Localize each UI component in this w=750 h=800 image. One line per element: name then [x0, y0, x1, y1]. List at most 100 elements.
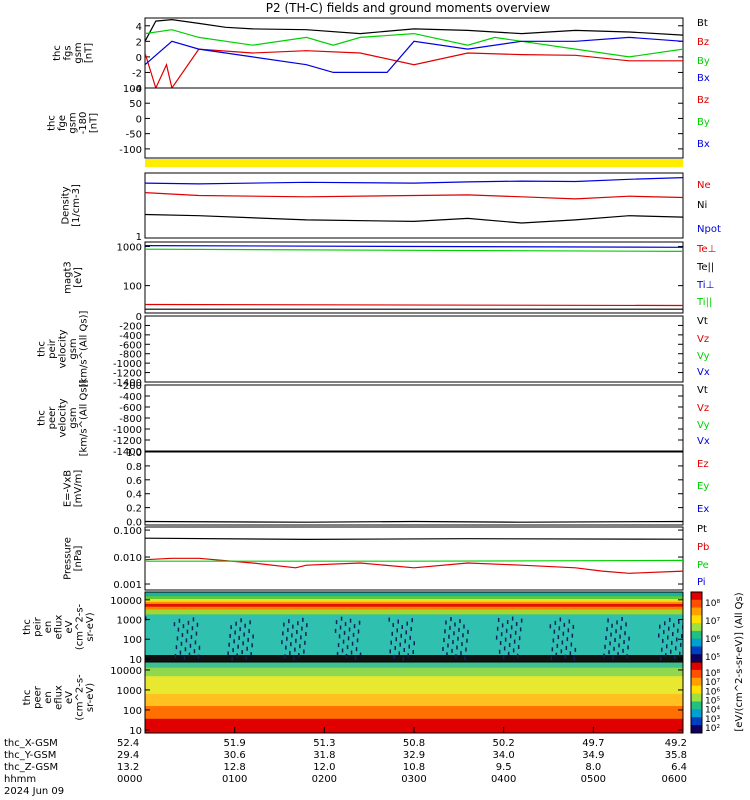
ytick-label: -600: [119, 340, 142, 351]
panel-frame-efield: [144, 451, 684, 526]
heatmap-speckle: [514, 630, 517, 635]
heatmap-speckle: [562, 631, 565, 636]
heatmap-speckle: [341, 648, 344, 653]
heatmap-speckle: [195, 631, 198, 636]
heatmap-speckle: [198, 645, 201, 650]
ylabel-line: Pressure: [62, 537, 73, 580]
xaxis-value: 6.4: [671, 762, 687, 773]
legend-fgs-2: By: [697, 56, 710, 67]
ytick-label: 2: [136, 37, 142, 48]
heatmap-speckle: [389, 649, 391, 654]
heatmap-speckle: [553, 629, 556, 634]
panel-frame-temp: [144, 241, 684, 314]
heatmap-speckle: [619, 634, 621, 639]
panel-peer_spec: 10000 1000 100 10 thc peer en eflux eV (cm^2-s-sr…: [22, 661, 684, 737]
series-group-density: [145, 177, 683, 224]
heatmap-speckle: [446, 652, 448, 657]
heatmap-speckle: [557, 635, 560, 640]
heatmap-peir_spec: [145, 592, 684, 663]
heatmap-speckle: [447, 643, 449, 648]
xaxis-value: 8.0: [585, 762, 601, 773]
heatmap-speckle: [669, 617, 671, 622]
colorbar-cell: [691, 669, 702, 679]
heatmap-speckle: [337, 643, 340, 648]
heatmap-speckle: [231, 656, 233, 661]
heatmap-speckle: [515, 622, 518, 626]
heatmap-speckle: [410, 627, 412, 631]
legend-peer_vel-2: Vy: [697, 420, 710, 431]
heatmap-speckle: [456, 645, 458, 650]
xaxis-value: 51.3: [313, 738, 335, 749]
ylabel-line: peir: [33, 616, 44, 636]
heatmap-speckle: [250, 652, 252, 657]
heatmap-speckle: [197, 654, 200, 659]
heatmap-speckle: [396, 628, 398, 633]
heatmap-speckle: [348, 627, 351, 632]
ytick-label: 1000: [117, 242, 142, 253]
heatmap-speckle: [282, 631, 284, 636]
heatmap-speckle: [569, 651, 572, 656]
legend-fge-2: Bx: [697, 139, 710, 150]
ylabel-line: peir: [47, 338, 58, 358]
series-line-Bx: [145, 36, 683, 74]
heatmap-speckle: [497, 618, 500, 622]
ylabel-line: [km/s^(All Qs)]: [79, 380, 90, 457]
heatmap-speckle: [336, 651, 339, 656]
heatmap-speckle: [284, 654, 286, 659]
heatmap-speckle: [464, 656, 466, 661]
heatmap-speckle: [605, 636, 607, 640]
panel-frame-peir_vel: [144, 315, 684, 383]
heatmap-speckle: [458, 627, 460, 632]
ylabel-line: [mV/m]: [73, 470, 84, 508]
heatmap-speckle: [509, 634, 512, 639]
xaxis-row-label: hhmm: [4, 774, 36, 785]
heatmap-speckle: [573, 656, 576, 661]
heatmap-speckle: [499, 641, 502, 645]
heatmap-speckle: [513, 639, 516, 644]
heatmap-peer_spec: [145, 662, 683, 734]
heatmap-speckle: [240, 618, 242, 623]
yellow-strip: [145, 159, 683, 167]
heatmap-speckle: [496, 626, 499, 631]
legend-density-1: Ni: [697, 200, 707, 211]
heatmap-speckle: [610, 632, 612, 637]
heatmap-speckle: [554, 620, 557, 625]
colorbar-cell: [691, 646, 702, 655]
ytick-label: -200: [119, 381, 142, 392]
panel-efield: 1.0 0.8 0.6 0.4 0.2 0.0 E=-VxB [mV/m] Ez Ey Ex: [62, 448, 709, 529]
heatmap-speckle: [661, 647, 663, 652]
colorbar-tick: 10⁸: [705, 669, 720, 679]
colorbar-cell: [691, 607, 702, 616]
legend-peir_vel-1: Vz: [697, 334, 709, 345]
heatmap-speckle: [502, 655, 505, 660]
heatmap-speckle: [677, 628, 679, 633]
heatmap-speckle: [179, 650, 182, 655]
legend-temp-3: Ti||: [696, 297, 712, 308]
heatmap-speckle: [462, 633, 464, 638]
heatmap-speckle: [620, 625, 622, 630]
ylabel-peer_spec: thc peer en eflux eV (cm^2-s-sr-eV): [22, 674, 96, 721]
ytick-label: 0.2: [126, 504, 142, 515]
panel-frame-pressure: [144, 526, 684, 591]
colorbar-tick: 10⁶: [705, 635, 720, 645]
heatmap-speckle: [668, 626, 670, 631]
x-axis-labels: thc_X-GSM 52.4 51.9 51.3 50.8 50.2 49.7 49.2 thc…: [4, 727, 687, 797]
heatmap-speckle: [604, 644, 606, 649]
ytick-label: 10000: [110, 596, 142, 607]
heatmap-speckle: [338, 634, 341, 639]
colorbar-cell: [691, 701, 702, 710]
heatmap-speckle: [230, 625, 232, 630]
heatmap-speckle: [287, 628, 289, 632]
ytick-label: 100: [123, 84, 142, 95]
heatmap-speckle: [622, 648, 624, 653]
heatmap-speckle: [445, 620, 447, 625]
heatmap-speckle: [174, 654, 177, 658]
heatmap-speckle: [302, 617, 304, 622]
heatmap-speckle: [616, 620, 618, 625]
heatmap-speckle: [506, 620, 509, 624]
heatmap-band-peir_spec-3: [145, 601, 683, 605]
legend-temp-1: Te||: [696, 262, 714, 273]
heatmap-speckle: [659, 624, 661, 629]
legend-peer_vel-0: Vt: [697, 385, 708, 396]
